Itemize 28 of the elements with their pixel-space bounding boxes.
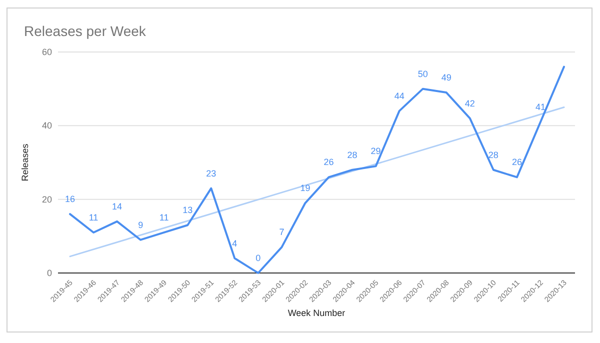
data-label: 11: [88, 212, 98, 222]
data-label: 42: [464, 98, 475, 108]
x-axis-title: Week Number: [288, 308, 346, 318]
data-label: 4: [232, 238, 238, 248]
data-label: 19: [300, 183, 310, 194]
data-label: 28: [347, 150, 358, 160]
y-tick-label: 60: [42, 47, 52, 57]
data-label: 14: [112, 201, 122, 212]
data-label: 28: [488, 150, 498, 160]
y-tick-label: 40: [42, 120, 52, 131]
data-label: 16: [64, 194, 76, 204]
data-label: 29: [370, 146, 381, 156]
data-label: 50: [418, 68, 428, 79]
y-tick-label: 20: [42, 194, 52, 204]
data-label: 44: [394, 90, 404, 101]
data-label: 26: [324, 157, 334, 168]
data-label: 0: [256, 253, 261, 263]
data-label: 9: [138, 220, 144, 230]
data-label: 26: [512, 157, 522, 168]
data-label: 23: [206, 168, 216, 178]
y-tick-label: 0: [46, 268, 52, 278]
data-label: 11: [159, 212, 169, 222]
data-label: 7: [279, 227, 284, 238]
data-label: 41: [535, 102, 546, 112]
chart-title: Releases per Week: [24, 23, 147, 39]
data-label: 49: [441, 72, 452, 83]
data-label: 13: [182, 205, 193, 216]
y-axis-title: Releases: [20, 143, 30, 182]
